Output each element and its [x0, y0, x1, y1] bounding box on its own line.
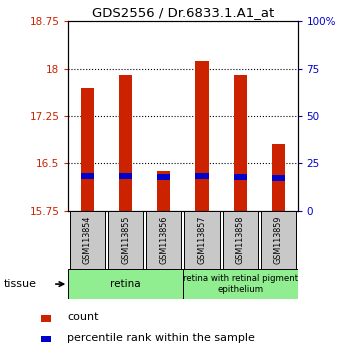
Bar — [233, 75, 247, 211]
Text: GSM113858: GSM113858 — [236, 216, 245, 264]
Bar — [272, 144, 285, 211]
Bar — [195, 173, 209, 179]
Text: GSM113859: GSM113859 — [274, 216, 283, 264]
Text: GSM113857: GSM113857 — [197, 216, 206, 264]
Bar — [119, 173, 132, 179]
Bar — [272, 175, 285, 181]
Bar — [119, 75, 132, 211]
Title: GDS2556 / Dr.6833.1.A1_at: GDS2556 / Dr.6833.1.A1_at — [92, 6, 274, 19]
FancyBboxPatch shape — [108, 211, 143, 269]
Text: GSM113855: GSM113855 — [121, 216, 130, 264]
Bar — [41, 336, 51, 342]
FancyBboxPatch shape — [183, 269, 298, 299]
FancyBboxPatch shape — [223, 211, 258, 269]
FancyBboxPatch shape — [184, 211, 219, 269]
Text: GSM113856: GSM113856 — [159, 216, 168, 264]
Bar — [233, 174, 247, 180]
Text: retina with retinal pigment
epithelium: retina with retinal pigment epithelium — [183, 274, 298, 294]
Text: tissue: tissue — [4, 279, 36, 289]
Bar — [195, 61, 209, 211]
FancyBboxPatch shape — [68, 269, 183, 299]
Text: count: count — [67, 312, 99, 322]
Text: GSM113854: GSM113854 — [83, 216, 92, 264]
Bar — [41, 315, 51, 322]
FancyBboxPatch shape — [146, 211, 181, 269]
Bar — [80, 87, 94, 211]
Bar — [80, 173, 94, 179]
Text: percentile rank within the sample: percentile rank within the sample — [67, 332, 255, 343]
Bar — [157, 171, 170, 211]
FancyBboxPatch shape — [261, 211, 296, 269]
Text: retina: retina — [110, 279, 141, 289]
Bar — [157, 174, 170, 180]
FancyBboxPatch shape — [70, 211, 105, 269]
